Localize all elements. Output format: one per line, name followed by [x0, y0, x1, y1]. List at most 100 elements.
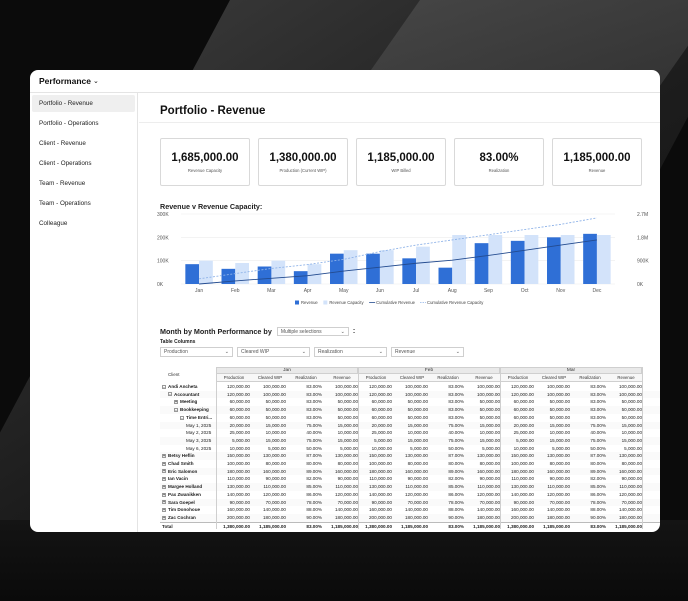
table-cell: 20,000.00 — [229, 422, 250, 428]
sidebar-item-portfolio-operations[interactable]: Portfolio - Operations — [39, 120, 99, 127]
table-row[interactable]: + Meeting 60,000.00 50,000.00 83.00% 50,000.0… — [160, 398, 660, 406]
expand-icon[interactable]: + — [162, 454, 166, 459]
expand-icon[interactable]: + — [162, 461, 166, 466]
expand-icon[interactable]: + — [162, 469, 166, 474]
table-cell: 15,000.00 — [549, 422, 570, 428]
sidebar-item-client-operations[interactable]: Client - Operations — [39, 160, 92, 167]
table-cell: 15,000.00 — [337, 422, 358, 428]
month-header: Jan — [216, 367, 358, 374]
table-cell: 75.00% — [590, 422, 606, 428]
table-row[interactable]: + Pax Zwanikken 140,000.00 120,000.00 86.00%… — [160, 491, 660, 499]
kpi-value: 1,380,000.00 — [269, 152, 337, 164]
table-row[interactable]: + Margee Holland 130,000.00 110,000.00 85.00… — [160, 483, 660, 491]
table-cell: 60,000.00 — [513, 407, 534, 413]
table-cell: 160,000.00 — [511, 507, 534, 513]
table-cell: 75.00% — [306, 437, 322, 443]
table-row[interactable]: May 2, 2025 25,000.00 10,000.00 40.00% 10,00… — [160, 429, 660, 437]
collapse-icon[interactable]: - — [162, 384, 166, 389]
app-window: Performance ⌄ Portfolio - Revenue Portfo… — [30, 70, 660, 532]
table-cell: 86.00% — [448, 491, 464, 497]
table-cell: 110,000.00 — [263, 484, 286, 490]
group-by-select[interactable]: Multiple selections ⌄ — [276, 327, 349, 336]
collapse-icon[interactable]: - — [180, 415, 184, 420]
table-row[interactable]: - Bookkeeping 60,000.00 50,000.00 83.00% 50,0… — [160, 406, 660, 414]
sidebar-item-portfolio-revenue[interactable]: Portfolio - Revenue — [32, 95, 135, 112]
column-select-realization[interactable]: Realization ⌄ — [314, 347, 387, 357]
table-cell: 160,000.00 — [263, 468, 286, 474]
column-select-cleared-wip[interactable]: Cleared WIP ⌄ — [237, 347, 310, 357]
table-cell: 50,000.00 — [337, 399, 358, 405]
table-row[interactable]: + Tim Donohoue 160,000.00 140,000.00 88.00% 1… — [160, 506, 660, 514]
expand-icon[interactable]: + — [174, 400, 178, 405]
table-cell: 100,000.00 — [227, 461, 250, 466]
table-row[interactable]: + Sara Goepel 90,000.00 70,000.00 78.00% 70,0… — [160, 498, 660, 507]
table-cell: 50.00% — [590, 445, 606, 451]
y-tick-left: 100K — [157, 259, 169, 265]
table-row[interactable]: May 3, 2025 5,000.00 15,000.00 75.00% 15,000… — [160, 436, 660, 445]
table-cell: 83.00% — [448, 414, 464, 420]
expand-icon[interactable]: + — [162, 484, 166, 489]
table-cell: 1,185,000.00 — [543, 523, 570, 529]
sidebar-item-colleague[interactable]: Colleague — [39, 220, 68, 227]
bar-revenue — [583, 233, 597, 284]
table-row[interactable]: + Zac Cochran 200,000.00 180,000.00 90.00% 18… — [160, 513, 660, 522]
table-cell: 60,000.00 — [229, 399, 250, 405]
kpi-card-wip-billed: 1,185,000.00 WIP Billed — [356, 138, 446, 186]
table-cell: 83.00% — [590, 407, 606, 413]
table-cell: 140,000.00 — [619, 507, 642, 513]
table-row[interactable]: + Chad Smith 100,000.00 80,000.00 80.00% 80,0… — [160, 460, 660, 468]
bar-revenue-capacity — [271, 260, 286, 284]
column-select-label: Production — [164, 349, 188, 355]
table-cell: 89.00% — [590, 468, 606, 474]
table-row[interactable]: + Betsy Heflin 150,000.00 130,000.00 87.00% 1… — [160, 452, 660, 460]
expand-icon[interactable]: + — [162, 492, 166, 497]
expand-icon[interactable]: + — [162, 500, 166, 505]
column-select-revenue[interactable]: Revenue ⌄ — [391, 347, 464, 357]
client-name: May 3, 2025 — [186, 437, 212, 443]
collapse-icon[interactable]: - — [168, 392, 172, 397]
legend-label: Revenue Capacity — [329, 300, 364, 305]
sidebar-item-client-revenue[interactable]: Client - Revenue — [39, 140, 86, 147]
sidebar-item-team-operations[interactable]: Team - Operations — [39, 200, 91, 207]
column-select-production[interactable]: Production ⌄ — [160, 347, 233, 357]
expand-icon[interactable]: + — [162, 515, 166, 520]
table-row[interactable]: + Ian Vacin 110,000.00 90,000.00 82.00% 90,00… — [160, 475, 660, 483]
table-cell: 83.00% — [448, 399, 464, 405]
client-name: + Ian Vacin — [162, 476, 188, 482]
table-cell: 83.00% — [306, 384, 322, 389]
table-cell: 15,000.00 — [265, 422, 286, 428]
table-cell: 25,000.00 — [371, 430, 392, 436]
app-title[interactable]: Performance — [39, 76, 91, 86]
expand-icon[interactable]: + — [162, 477, 166, 482]
bar-revenue-capacity — [379, 250, 394, 284]
table-row[interactable]: - Time Entri... 60,000.00 50,000.00 83.00% 50… — [160, 414, 660, 422]
table-row[interactable]: + Eric Salomon 180,000.00 160,000.00 89.00% 1… — [160, 467, 660, 476]
sidebar-item-team-revenue[interactable]: Team - Revenue — [39, 180, 86, 187]
colon: : — [352, 328, 356, 335]
table-cell: 140,000.00 — [405, 507, 428, 513]
y-tick-left: 300K — [157, 212, 169, 218]
table-cell: 80,000.00 — [407, 461, 428, 466]
table-cell: 78.00% — [590, 499, 606, 505]
table-cell: 160,000.00 — [335, 468, 358, 474]
expand-icon[interactable]: + — [162, 507, 166, 512]
table-cell: 86.00% — [306, 491, 322, 497]
table-cell: 90.00% — [306, 514, 322, 520]
table-cell: 88.00% — [306, 507, 322, 513]
table-cell: 83.00% — [306, 414, 322, 420]
client-column-header: Client — [168, 372, 180, 377]
table-row[interactable]: - Accountant 120,000.00 100,000.00 83.00% 100… — [160, 390, 660, 399]
table-row[interactable]: - Andi Ancheta 120,000.00 100,000.00 83.00% 1… — [160, 383, 660, 391]
y-tick-right: 2.7M — [637, 212, 648, 218]
chevron-down-icon[interactable]: ⌄ — [92, 78, 99, 85]
collapse-icon[interactable]: - — [174, 407, 178, 412]
column-header: Revenue — [617, 375, 635, 380]
table-row[interactable]: May 1, 2025 20,000.00 15,000.00 75.00% 15,00… — [160, 421, 660, 430]
table-cell: 50,000.00 — [479, 414, 500, 420]
table-cell: 5,000.00 — [374, 437, 392, 443]
table-columns-label: Table Columns — [160, 339, 196, 345]
table-row[interactable]: May 6, 2025 10,000.00 5,000.00 50.00% 5,000.… — [160, 445, 660, 453]
table-cell: 180,000.00 — [547, 514, 570, 520]
client-name: May 6, 2025 — [186, 445, 212, 451]
table-cell: 20,000.00 — [371, 422, 392, 428]
